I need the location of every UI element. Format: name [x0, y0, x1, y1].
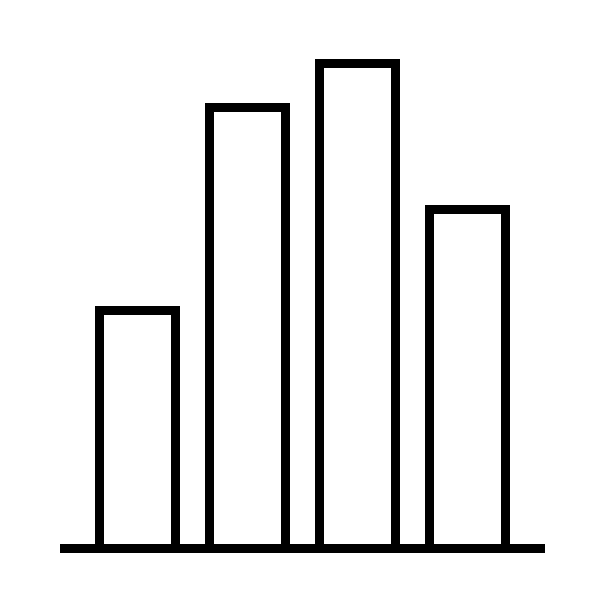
bar-4	[425, 205, 510, 544]
chart-baseline	[60, 544, 545, 553]
bar-3	[315, 59, 400, 544]
bar-2	[205, 103, 290, 544]
bar-chart-icon	[0, 0, 600, 600]
bar-1	[95, 306, 180, 544]
